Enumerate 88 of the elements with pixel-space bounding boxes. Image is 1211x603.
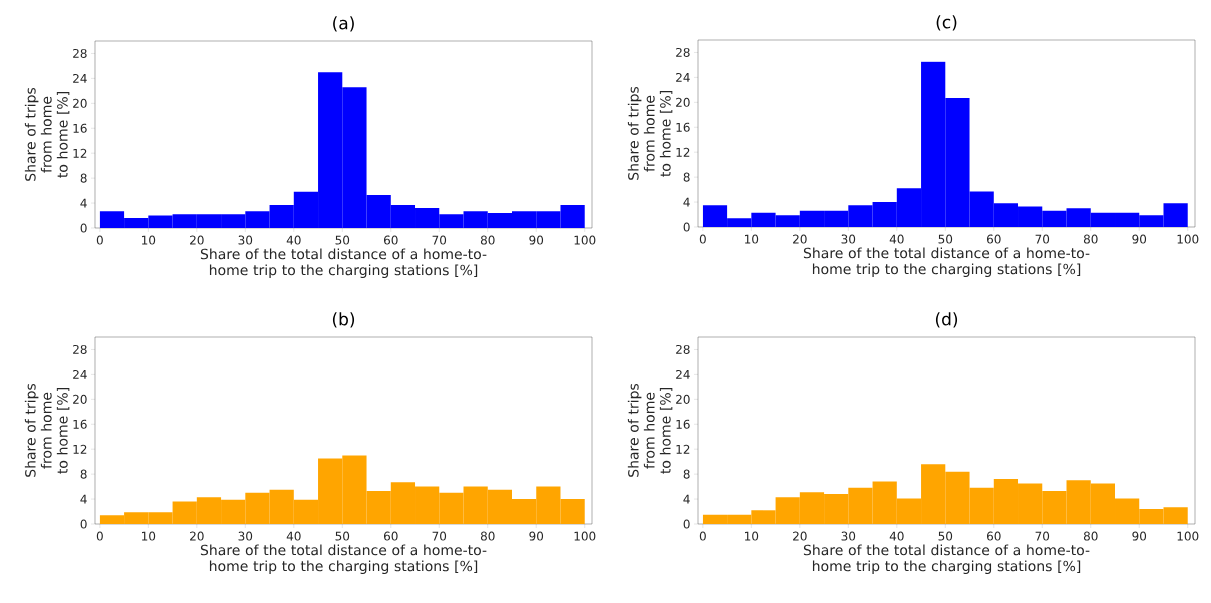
y-tick-label: 20 — [73, 394, 87, 404]
x-tick-label: 90 — [1132, 531, 1147, 541]
x-tick-label: 10 — [142, 531, 156, 541]
x-tick-label: 90 — [529, 531, 544, 541]
x-tick-label: 90 — [1132, 234, 1147, 244]
x-tick-label: 70 — [432, 235, 447, 245]
x-tick-label: 0 — [96, 531, 103, 541]
x-tick-label: 30 — [841, 531, 856, 541]
y-tick-label: 28 — [676, 47, 690, 58]
x-tick-label: 80 — [480, 531, 495, 541]
y-tick-label: 24 — [73, 73, 87, 83]
y-tick-label: 24 — [676, 369, 690, 379]
x-tick-label: 30 — [238, 531, 253, 541]
x-tick-label: 60 — [986, 234, 1001, 244]
x-tick-label: 80 — [480, 235, 495, 245]
x-axis-title: Share of the total distance of a home-to-home trip to the charging stations [%] — [200, 248, 487, 279]
x-tick-label: 100 — [574, 235, 596, 245]
y-axis-title: Share of trips from home to home [%] — [627, 383, 673, 477]
y-tick-label: 28 — [73, 48, 87, 59]
y-tick-label: 20 — [676, 394, 690, 404]
x-tick-label: 70 — [432, 531, 447, 541]
y-tick-label: 24 — [676, 72, 690, 82]
y-tick-label: 8 — [80, 173, 87, 183]
x-tick-label: 40 — [889, 531, 904, 541]
y-tick-label: 8 — [683, 172, 690, 182]
y-tick-label: 4 — [80, 494, 87, 504]
y-tick-label: 8 — [80, 469, 87, 479]
x-tick-label: 30 — [841, 234, 856, 244]
x-tick-label: 60 — [383, 531, 398, 541]
chart-title: (d) — [935, 312, 958, 328]
x-tick-label: 100 — [1177, 234, 1199, 244]
y-tick-label: 12 — [73, 444, 87, 454]
y-tick-label: 4 — [80, 198, 87, 208]
y-tick-label: 4 — [683, 197, 690, 207]
x-tick-label: 60 — [986, 531, 1001, 541]
x-tick-label: 10 — [142, 235, 156, 245]
y-tick-label: 28 — [676, 344, 690, 355]
y-axis-title: Share of trips from home to home [%] — [24, 383, 70, 477]
y-tick-label: 24 — [73, 369, 87, 379]
y-tick-label: 12 — [73, 148, 87, 158]
y-tick-label: 0 — [683, 519, 690, 529]
y-tick-label: 0 — [80, 519, 87, 529]
x-tick-label: 80 — [1083, 234, 1098, 244]
y-tick-label: 20 — [676, 97, 690, 107]
x-tick-label: 100 — [574, 531, 596, 541]
chart-title: (c) — [936, 15, 957, 31]
x-tick-label: 90 — [529, 235, 544, 245]
chart-title: (b) — [332, 312, 355, 328]
x-tick-label: 0 — [699, 234, 706, 244]
y-tick-label: 8 — [683, 469, 690, 479]
chart-title: (a) — [333, 16, 354, 32]
x-tick-label: 50 — [938, 531, 953, 541]
y-axis-title: Share of trips from home to home [%] — [24, 87, 70, 181]
x-tick-label: 50 — [335, 235, 350, 245]
y-tick-label: 0 — [683, 222, 690, 232]
y-tick-label: 0 — [80, 223, 87, 233]
x-tick-label: 10 — [745, 234, 759, 244]
x-tick-label: 0 — [96, 235, 103, 245]
y-tick-label: 4 — [683, 494, 690, 504]
x-tick-label: 20 — [793, 234, 807, 244]
x-tick-label: 70 — [1035, 234, 1050, 244]
x-tick-label: 20 — [190, 531, 204, 541]
x-axis-title: Share of the total distance of a home-to-home trip to the charging stations [%] — [200, 544, 487, 575]
x-tick-label: 80 — [1083, 531, 1098, 541]
x-axis-title: Share of the total distance of a home-to-home trip to the charging stations [%] — [803, 247, 1090, 278]
y-tick-label: 20 — [73, 98, 87, 108]
y-tick-label: 12 — [676, 147, 690, 157]
x-tick-label: 10 — [745, 531, 759, 541]
x-tick-label: 40 — [286, 235, 301, 245]
x-tick-label: 70 — [1035, 531, 1050, 541]
y-tick-label: 16 — [676, 122, 690, 132]
y-tick-label: 28 — [73, 344, 87, 355]
x-tick-label: 20 — [190, 235, 204, 245]
x-axis-title: Share of the total distance of a home-to-home trip to the charging stations [%] — [803, 544, 1090, 575]
x-tick-label: 50 — [938, 234, 953, 244]
y-tick-label: 12 — [676, 444, 690, 454]
x-tick-label: 40 — [889, 234, 904, 244]
x-tick-label: 100 — [1177, 531, 1199, 541]
x-tick-label: 50 — [335, 531, 350, 541]
x-tick-label: 20 — [793, 531, 807, 541]
y-tick-label: 16 — [73, 123, 87, 133]
x-tick-label: 0 — [699, 531, 706, 541]
x-tick-label: 60 — [383, 235, 398, 245]
y-tick-label: 16 — [73, 419, 87, 429]
y-tick-label: 16 — [676, 419, 690, 429]
y-axis-title: Share of trips from home to home [%] — [627, 86, 673, 180]
x-tick-label: 30 — [238, 235, 253, 245]
x-tick-label: 40 — [286, 531, 301, 541]
